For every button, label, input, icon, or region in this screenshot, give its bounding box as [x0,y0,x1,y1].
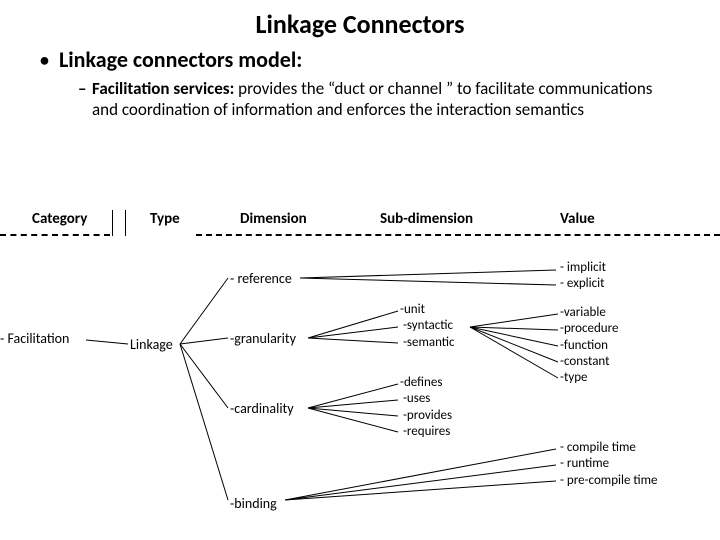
dim-cardinality: -cardinality [230,400,294,417]
value-procedure: -procedure [560,321,618,337]
type-linkage: Linkage [130,336,173,353]
category-facilitation: - Facilitation [0,330,69,347]
value-binding-group: - compile time - runtime - pre-compile t… [560,440,658,489]
dim-reference: - reference [230,270,292,287]
subdim-cardinality: -defines -uses -provides -requires [400,375,452,440]
bullet2-lead: Facilitation services: [92,78,234,99]
value-implicit-explicit: - implicit - explicit [560,260,606,293]
subdim-granularity: -unit -syntactic -semantic [400,302,455,351]
hdr-type: Type [150,210,180,228]
dim-binding: -binding [230,495,277,512]
table-header-row: Category Type Dimension Sub-dimension Va… [0,210,720,234]
hdr-subdimension: Sub-dimension [380,210,473,228]
bullet-level1: • Linkage connectors model: [40,46,302,73]
hdr-dimension: Dimension [240,210,307,228]
value-pre-compile-time: - pre-compile time [560,473,658,489]
bullet-level2: Facilitation services: provides the “duc… [92,78,662,121]
value-constant: -constant [560,354,618,370]
value-explicit: - explicit [560,276,606,292]
value-variable: -variable [560,305,618,321]
dim-granularity: -granularity [230,330,296,347]
value-gran-group: -variable -procedure -function -constant… [560,305,618,386]
value-function: -function [560,338,618,354]
value-type: -type [560,370,618,386]
value-runtime: - runtime [560,456,658,472]
header-dash-right [196,234,720,236]
hdr-value: Value [560,210,595,228]
value-compile-time: - compile time [560,440,658,456]
vertical-tick-1 [112,210,113,236]
hdr-category: Category [32,210,87,228]
header-dash-left [0,234,110,236]
value-implicit: - implicit [560,260,606,276]
slide-title: Linkage Connectors [0,8,720,40]
bullet1-text: Linkage connectors model: [59,46,302,73]
bullet-dot: • [40,49,49,71]
bullet2-dash: – [78,78,86,99]
vertical-tick-2 [125,210,126,236]
